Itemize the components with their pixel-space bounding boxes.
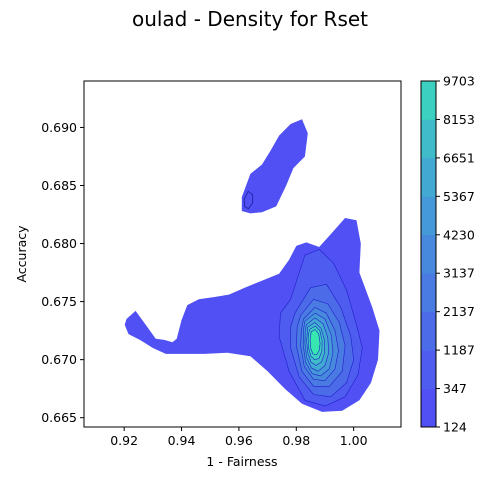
y-tick-label: 0.680 (41, 236, 77, 251)
colorbar-tick-label: 5367 (443, 189, 475, 204)
colorbar-segment (421, 119, 436, 159)
y-tick-label: 0.665 (41, 410, 77, 425)
x-tick-label: 0.96 (225, 433, 253, 448)
chart-title: oulad - Density for Rset (132, 7, 368, 31)
y-axis-ticks: 0.665 0.670 0.675 0.680 0.685 0.690 (41, 120, 84, 425)
colorbar-tick-label: 9703 (443, 74, 475, 89)
colorbar-frame (420, 80, 437, 428)
colorbar-tick-label: 6651 (443, 150, 475, 165)
colorbar-tick-label: 124 (443, 420, 467, 435)
colorbar-tick-label: 2137 (443, 304, 475, 319)
density-region-9703-10 (309, 329, 321, 356)
colorbar-segment (421, 388, 436, 428)
colorbar-tick-label: 347 (443, 381, 467, 396)
colorbar: 124 347 1187 2137 3137 4230 5367 6651 8153 9703 (420, 74, 475, 435)
density-contours (124, 119, 380, 412)
colorbar-tick-label: 4230 (443, 227, 475, 242)
colorbar-tick-label: 1187 (443, 343, 475, 358)
colorbar-segment (421, 273, 436, 312)
colorbar-segment (421, 196, 436, 236)
colorbar-tick-label: 3137 (443, 266, 475, 281)
y-tick-label: 0.670 (41, 352, 77, 367)
colorbar-segment (421, 81, 436, 120)
plot-area: 0.92 0.94 0.96 0.98 1.00 0.665 0.670 0.675 0.68… (41, 80, 402, 448)
colorbar-segment (421, 234, 436, 274)
colorbar-tick-label: 8153 (443, 112, 475, 127)
colorbar-segment (421, 157, 436, 197)
x-tick-label: 0.94 (168, 433, 196, 448)
x-axis-label: 1 - Fairness (206, 454, 277, 469)
x-axis-ticks: 0.92 0.94 0.96 0.98 1.00 (110, 427, 368, 448)
colorbar-segment (421, 350, 436, 389)
plot-frame (83, 80, 402, 428)
y-tick-label: 0.690 (41, 120, 77, 135)
x-tick-label: 0.98 (282, 433, 310, 448)
y-axis-label: Accuracy (14, 225, 29, 283)
y-tick-label: 0.675 (41, 294, 77, 309)
colorbar-segment (421, 311, 436, 351)
x-tick-label: 1.00 (340, 433, 368, 448)
x-tick-label: 0.92 (110, 433, 138, 448)
y-tick-label: 0.685 (41, 178, 77, 193)
density-region-124-1 (241, 119, 308, 214)
contour-line-0 (243, 190, 254, 210)
